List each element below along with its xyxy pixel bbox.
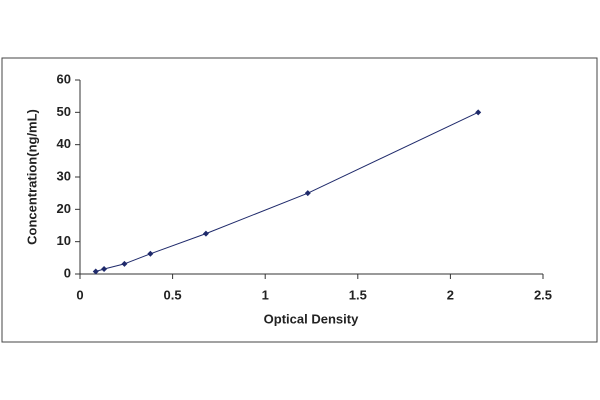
x-tick-label: 2 (447, 287, 454, 302)
y-tick-label: 40 (57, 136, 71, 151)
x-axis-label: Optical Density (264, 311, 359, 326)
y-axis-label: Concentration(ng/mL) (24, 109, 39, 245)
x-tick-label: 1 (262, 287, 269, 302)
y-tick-label: 30 (57, 168, 71, 183)
y-tick-label: 20 (57, 201, 71, 216)
y-tick-label: 50 (57, 104, 71, 119)
chart-frame (1, 57, 598, 343)
data-point (202, 230, 209, 237)
x-tick-label: 1.5 (349, 287, 367, 302)
y-tick-label: 60 (57, 71, 71, 86)
x-tick-label: 0 (76, 287, 83, 302)
y-tick-label: 0 (64, 265, 71, 280)
data-point (92, 268, 99, 275)
data-point (147, 250, 154, 257)
y-tick-label: 10 (57, 233, 71, 248)
data-point (304, 190, 311, 197)
data-point (121, 260, 128, 267)
data-point (475, 109, 482, 116)
data-point (101, 265, 108, 272)
x-tick-label: 2.5 (534, 287, 552, 302)
x-tick-label: 0.5 (164, 287, 182, 302)
